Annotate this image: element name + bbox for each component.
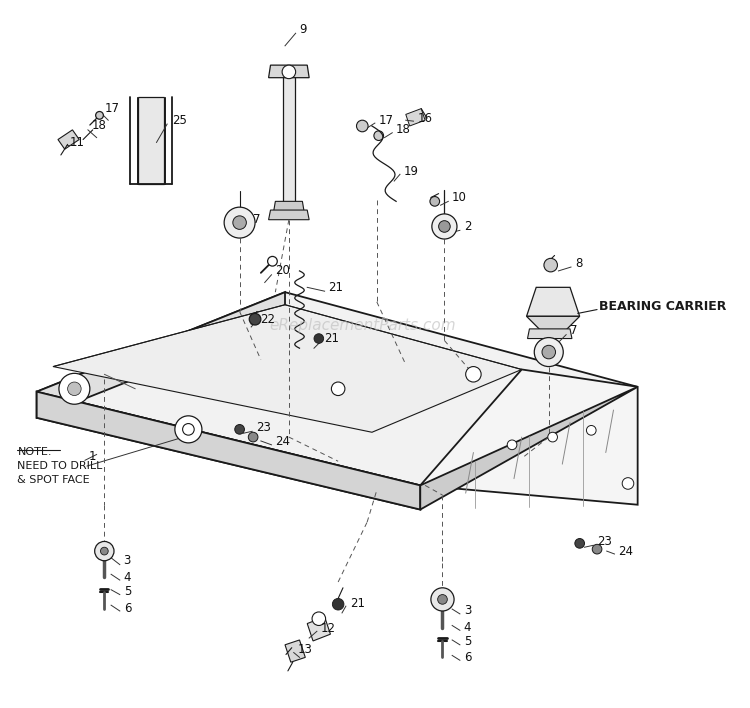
Text: 18: 18 — [92, 120, 106, 132]
Polygon shape — [283, 70, 295, 203]
Text: 4: 4 — [124, 571, 131, 583]
Circle shape — [466, 367, 482, 382]
Circle shape — [574, 539, 584, 548]
Polygon shape — [527, 329, 572, 338]
Circle shape — [430, 197, 439, 206]
Circle shape — [548, 433, 557, 442]
Circle shape — [314, 333, 324, 343]
Text: 20: 20 — [275, 264, 290, 278]
Text: 5: 5 — [464, 635, 471, 649]
Circle shape — [182, 423, 194, 435]
Circle shape — [224, 207, 255, 238]
Circle shape — [356, 120, 368, 132]
Text: 17: 17 — [104, 102, 119, 115]
Circle shape — [544, 258, 557, 272]
Text: 12: 12 — [321, 622, 336, 635]
Polygon shape — [53, 304, 522, 433]
Circle shape — [94, 542, 114, 561]
Circle shape — [374, 131, 383, 140]
Polygon shape — [37, 392, 420, 510]
Text: 7: 7 — [570, 324, 578, 337]
Circle shape — [68, 382, 81, 396]
Circle shape — [507, 440, 517, 450]
Text: 10: 10 — [452, 191, 467, 204]
Polygon shape — [285, 640, 305, 662]
Circle shape — [534, 338, 563, 367]
Text: 7: 7 — [254, 213, 261, 227]
Text: 4: 4 — [464, 621, 471, 634]
Circle shape — [232, 216, 246, 229]
Polygon shape — [138, 97, 164, 184]
Text: 13: 13 — [298, 643, 313, 656]
Polygon shape — [420, 387, 638, 510]
Polygon shape — [37, 392, 420, 510]
Circle shape — [96, 111, 104, 119]
Circle shape — [282, 65, 296, 79]
Polygon shape — [420, 370, 638, 505]
Circle shape — [268, 256, 278, 266]
Circle shape — [592, 544, 602, 554]
Circle shape — [622, 478, 634, 489]
Text: eReplacementParts.com: eReplacementParts.com — [269, 317, 455, 333]
Text: 21: 21 — [328, 281, 344, 294]
Polygon shape — [308, 617, 331, 641]
Circle shape — [332, 598, 344, 610]
Circle shape — [249, 314, 261, 325]
Circle shape — [542, 346, 556, 359]
Polygon shape — [268, 210, 309, 219]
Text: 9: 9 — [299, 23, 307, 36]
Text: 6: 6 — [464, 651, 471, 664]
Text: 16: 16 — [417, 112, 432, 125]
Text: 17: 17 — [379, 114, 394, 127]
Circle shape — [312, 612, 326, 625]
Text: 3: 3 — [464, 605, 471, 617]
Polygon shape — [37, 292, 638, 486]
Circle shape — [235, 425, 244, 434]
Text: NOTE:
NEED TO DRILL
& SPOT FACE: NOTE: NEED TO DRILL & SPOT FACE — [17, 447, 103, 485]
Text: 6: 6 — [124, 602, 131, 615]
Circle shape — [439, 221, 450, 232]
Text: 22: 22 — [260, 313, 275, 326]
Circle shape — [175, 416, 202, 443]
Polygon shape — [37, 292, 285, 418]
Circle shape — [438, 595, 447, 604]
Circle shape — [432, 214, 457, 239]
Text: 5: 5 — [124, 586, 131, 598]
Text: 19: 19 — [404, 165, 418, 178]
Text: 24: 24 — [618, 544, 633, 558]
Text: 23: 23 — [256, 421, 271, 434]
Circle shape — [586, 426, 596, 435]
Polygon shape — [274, 201, 304, 213]
Text: 1: 1 — [89, 450, 97, 463]
Polygon shape — [268, 65, 309, 78]
Circle shape — [332, 382, 345, 396]
Circle shape — [59, 373, 90, 404]
Polygon shape — [406, 108, 425, 126]
Polygon shape — [526, 287, 580, 316]
Text: 18: 18 — [396, 123, 411, 137]
Text: 2: 2 — [464, 220, 471, 233]
Polygon shape — [526, 316, 580, 331]
Text: 3: 3 — [124, 554, 131, 567]
Text: BEARING CARRIER: BEARING CARRIER — [599, 300, 727, 313]
Circle shape — [100, 547, 108, 555]
Circle shape — [431, 588, 454, 611]
Circle shape — [248, 433, 258, 442]
Text: 8: 8 — [574, 257, 582, 270]
Text: 11: 11 — [70, 136, 85, 149]
Polygon shape — [58, 130, 80, 149]
Text: 25: 25 — [172, 114, 187, 127]
Text: 21: 21 — [324, 332, 339, 345]
Text: 24: 24 — [275, 435, 290, 448]
Text: 23: 23 — [597, 535, 612, 548]
Text: 21: 21 — [350, 597, 364, 610]
